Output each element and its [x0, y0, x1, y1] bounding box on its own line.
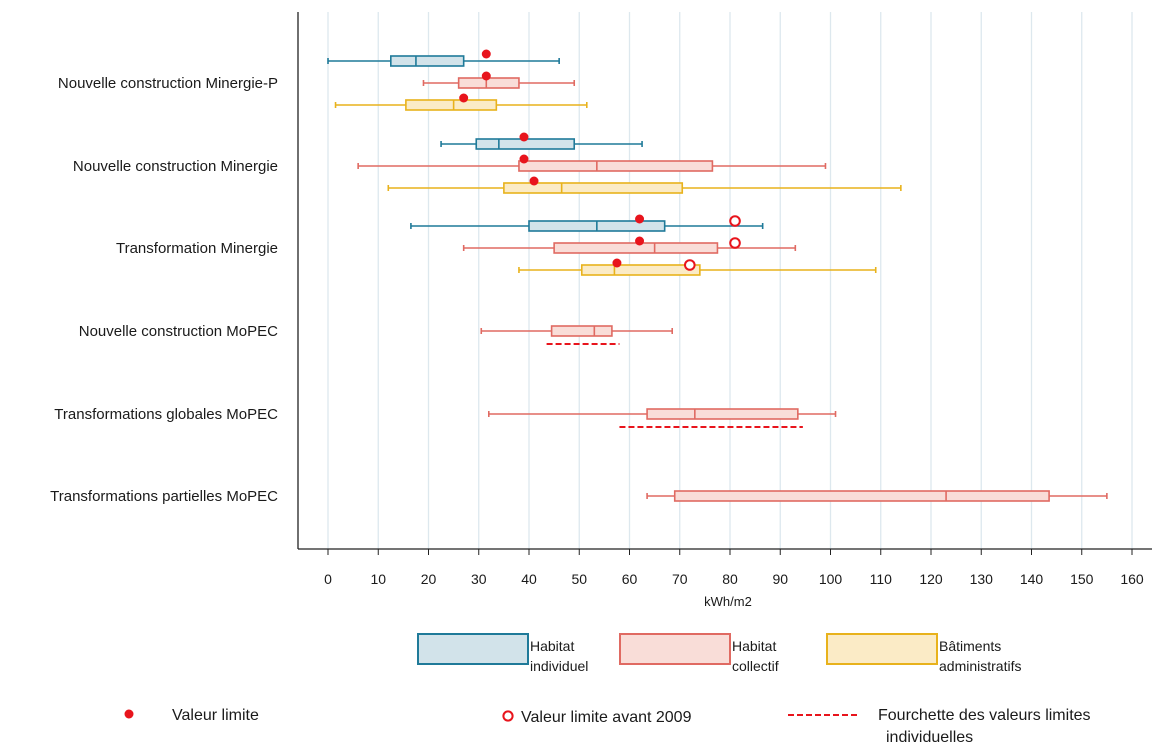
x-tick-label: 50 [571, 571, 587, 587]
limit-value-before-2009-ring [729, 215, 741, 227]
box-collectif [646, 490, 1108, 502]
box-iqr [405, 99, 498, 111]
legend-limit-range: Fourchette des valeurs limites individue… [788, 707, 1091, 746]
gridlines [327, 12, 1133, 549]
limit-value-dot [459, 93, 469, 103]
legend-swatch [826, 633, 938, 665]
x-tick-label: 150 [1070, 571, 1094, 587]
legend-series: Habitat individuel Habitat collectif Bâtimen… [417, 633, 1021, 674]
box-collectif [462, 242, 797, 254]
limit-value-dot [635, 214, 645, 224]
box-iqr [646, 408, 799, 420]
legend-limit-before-2009: Valeur limite avant 2009 [502, 709, 692, 726]
limit-value-dot [612, 258, 622, 268]
legend-admin: Bâtiments administratifs [826, 633, 1021, 674]
limit-value-dot [481, 71, 491, 81]
axes [297, 12, 1152, 550]
category-label: Transformations partielles MoPEC [50, 488, 278, 505]
box-admin [387, 182, 902, 194]
legend-label: Habitat [732, 638, 776, 654]
x-tick-label: 160 [1120, 571, 1144, 587]
limit-ring-icon [502, 710, 514, 722]
legend-limit-range-label-2: individuelles [886, 729, 973, 746]
limit-dot-icon [124, 709, 134, 719]
x-tick-label: 90 [772, 571, 788, 587]
x-tick-label: 70 [672, 571, 688, 587]
legend: Habitat individuel Habitat collectif Bâtimen… [124, 633, 1091, 746]
box-individuel [327, 55, 560, 67]
limit-value-dot [519, 132, 529, 142]
box-iqr [518, 160, 714, 172]
box-iqr [503, 182, 684, 194]
category-label: Nouvelle construction Minergie [73, 158, 278, 175]
x-tick-label: 30 [471, 571, 487, 587]
limit-value-dot [481, 49, 491, 59]
boxes [327, 55, 1108, 502]
x-tick-label: 40 [521, 571, 537, 587]
box-iqr [673, 490, 1050, 502]
category-label: Nouvelle construction MoPEC [79, 323, 278, 340]
legend-label: Bâtiments [939, 638, 1001, 654]
x-tick-label: 100 [819, 571, 843, 587]
legend-label: administratifs [939, 658, 1021, 674]
box-iqr [553, 242, 719, 254]
legend-label: collectif [732, 658, 779, 674]
limit-markers [459, 49, 741, 271]
legend-swatch [417, 633, 529, 665]
legend-collectif: Habitat collectif [619, 633, 779, 674]
x-tick-label: 130 [970, 571, 994, 587]
x-tick-label: 10 [370, 571, 386, 587]
legend-swatch [619, 633, 731, 665]
x-tick-label: 80 [722, 571, 738, 587]
x-tick-label: 0 [324, 571, 332, 587]
limit-value-dot [635, 236, 645, 246]
x-tick-label: 140 [1020, 571, 1044, 587]
legend-limit-value-label: Valeur limite [172, 707, 259, 724]
box-iqr [580, 264, 701, 276]
legend-individuel: Habitat individuel [417, 633, 588, 674]
x-ticks: 0 10 20 30 40 50 60 70 80 90 100 110 120 130 140 150 160 [324, 549, 1144, 587]
x-tick-label: 120 [919, 571, 943, 587]
limit-value-dot [529, 176, 539, 186]
category-label: Transformations globales MoPEC [54, 406, 278, 423]
box-admin [518, 264, 877, 276]
limit-value-before-2009-ring [684, 259, 696, 271]
x-tick-label: 60 [622, 571, 638, 587]
box-collectif [422, 77, 576, 89]
box-individuel [440, 138, 643, 150]
box-collectif [487, 408, 837, 420]
box-iqr [550, 325, 613, 337]
legend-limit-range-label-1: Fourchette des valeurs limites [878, 707, 1091, 724]
category-label: Transformation Minergie [116, 240, 278, 257]
box-collectif [357, 160, 827, 172]
box-iqr [390, 55, 465, 67]
legend-label: Habitat [530, 638, 574, 654]
box-collectif [480, 325, 674, 337]
x-tick-label: 110 [870, 571, 893, 587]
limit-value-before-2009-ring [729, 237, 741, 249]
x-tick-label: 20 [421, 571, 437, 587]
category-labels: Nouvelle construction Minergie-P Nouvelle… [50, 75, 278, 505]
box-admin [334, 99, 588, 111]
limit-value-dot [519, 154, 529, 164]
legend-limit-before-2009-label: Valeur limite avant 2009 [521, 709, 692, 726]
legend-limit-value: Valeur limite [124, 707, 259, 724]
legend-label: individuel [530, 658, 588, 674]
x-axis-title: kWh/m2 [704, 594, 752, 609]
box-individuel [410, 220, 764, 232]
limit-range-lines [546, 343, 803, 428]
category-label: Nouvelle construction Minergie-P [58, 75, 278, 92]
